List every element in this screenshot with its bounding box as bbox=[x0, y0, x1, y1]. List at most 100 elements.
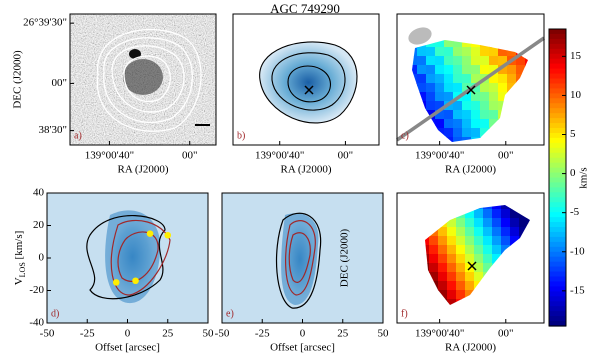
colorbar-segment bbox=[549, 311, 566, 317]
pixel bbox=[412, 56, 418, 66]
colorbar-segment bbox=[549, 227, 566, 233]
contour bbox=[275, 212, 322, 309]
x-axis-label: RA (J2000) bbox=[445, 342, 496, 354]
colorbar-segment bbox=[549, 137, 566, 144]
pixel bbox=[447, 227, 457, 237]
pixel bbox=[516, 65, 526, 75]
pixel bbox=[480, 119, 490, 129]
colorbar-segment bbox=[549, 73, 566, 80]
colorbar-segment bbox=[549, 162, 566, 169]
pixel bbox=[417, 83, 427, 93]
colorbar-segment bbox=[549, 68, 566, 75]
colorbar-segment bbox=[549, 212, 566, 218]
colorbar-segment bbox=[549, 78, 566, 85]
pixel bbox=[438, 272, 448, 282]
pixel bbox=[462, 83, 472, 93]
pixel bbox=[489, 92, 499, 102]
pixel bbox=[501, 227, 511, 237]
colorbar-segment bbox=[549, 197, 566, 203]
colorbar-tick-label: 5 bbox=[570, 128, 576, 140]
colorbar-segment bbox=[549, 48, 566, 55]
beam bbox=[408, 27, 432, 45]
x-tick-label: -25 bbox=[80, 328, 95, 340]
pixel bbox=[471, 128, 481, 138]
pixel bbox=[480, 101, 490, 111]
colorbar-segment bbox=[549, 202, 566, 208]
pixel bbox=[438, 236, 448, 246]
colorbar-segment bbox=[549, 321, 566, 327]
pixel bbox=[426, 101, 436, 111]
pixel bbox=[462, 40, 472, 48]
pixel bbox=[507, 47, 517, 57]
pixel bbox=[474, 263, 484, 273]
pixel bbox=[426, 56, 436, 66]
y-tick-label: 38'30" bbox=[39, 124, 67, 136]
pixel bbox=[483, 263, 493, 273]
colorbar-segment bbox=[549, 128, 566, 134]
model-contour bbox=[285, 220, 316, 296]
colorbar-segment bbox=[549, 152, 566, 159]
rotation-point bbox=[132, 277, 139, 285]
pixel bbox=[444, 74, 454, 84]
pixel bbox=[492, 254, 502, 264]
colorbar-segment bbox=[549, 222, 566, 228]
x-axis-label: RA (J2000) bbox=[117, 164, 168, 176]
pixel bbox=[474, 227, 484, 237]
colorbar-segment bbox=[549, 192, 566, 198]
pixel bbox=[429, 272, 439, 282]
pixel bbox=[498, 47, 508, 57]
colorbar-tick-label: 15 bbox=[570, 50, 582, 62]
pixel bbox=[435, 110, 445, 120]
pixel bbox=[438, 281, 448, 291]
contour bbox=[287, 65, 331, 103]
pixel bbox=[465, 281, 475, 291]
figure-title: AGC 749290 bbox=[270, 1, 340, 16]
pixel bbox=[444, 47, 454, 57]
x-tick-label: 25 bbox=[162, 328, 174, 340]
pixel bbox=[471, 92, 481, 102]
colorbar-segment bbox=[549, 301, 566, 307]
pixel bbox=[465, 236, 475, 246]
colorbar-segment bbox=[549, 103, 566, 109]
colorbar-tick-label: -10 bbox=[570, 245, 585, 257]
x-axis-label: Offset [arcsec] bbox=[95, 342, 160, 354]
pixel bbox=[425, 245, 430, 255]
pixel bbox=[453, 119, 463, 129]
pixel bbox=[435, 119, 445, 129]
pixel bbox=[501, 236, 511, 246]
x-axis-label: RA (J2000) bbox=[280, 164, 331, 176]
x-tick-label: 139°00'40" bbox=[415, 150, 464, 162]
panel-label: f) bbox=[401, 308, 408, 319]
x-tick-label: -50 bbox=[40, 328, 55, 340]
pixel bbox=[447, 218, 457, 228]
x-tick-label: 139°00'40" bbox=[415, 328, 464, 340]
colorbar-segment bbox=[549, 58, 566, 65]
pixel bbox=[435, 74, 445, 84]
pixel bbox=[453, 56, 463, 66]
pixel bbox=[462, 128, 472, 138]
colorbar-segment bbox=[549, 98, 566, 104]
pixel bbox=[456, 245, 466, 255]
pixel bbox=[489, 65, 499, 75]
y-axis-label-part: [km/s] bbox=[13, 231, 25, 262]
colorbar-tick-label: -5 bbox=[570, 206, 580, 218]
colorbar-segment bbox=[549, 157, 566, 164]
pixel bbox=[447, 281, 457, 291]
pixel bbox=[444, 56, 454, 66]
contour bbox=[123, 55, 171, 103]
center-cross bbox=[467, 261, 477, 271]
pixel bbox=[474, 236, 484, 246]
pixel bbox=[471, 110, 481, 120]
pixel bbox=[429, 263, 439, 273]
pixel bbox=[426, 65, 436, 75]
colorbar-segment bbox=[549, 236, 566, 243]
pixel bbox=[417, 65, 427, 75]
colorbar-segment bbox=[549, 241, 566, 248]
colorbar-segment bbox=[549, 88, 566, 94]
contour bbox=[111, 45, 185, 113]
pixel bbox=[447, 245, 457, 255]
pixel bbox=[447, 272, 457, 282]
pixel bbox=[417, 92, 427, 102]
pixel bbox=[501, 209, 511, 219]
colorbar-segment bbox=[549, 108, 566, 114]
